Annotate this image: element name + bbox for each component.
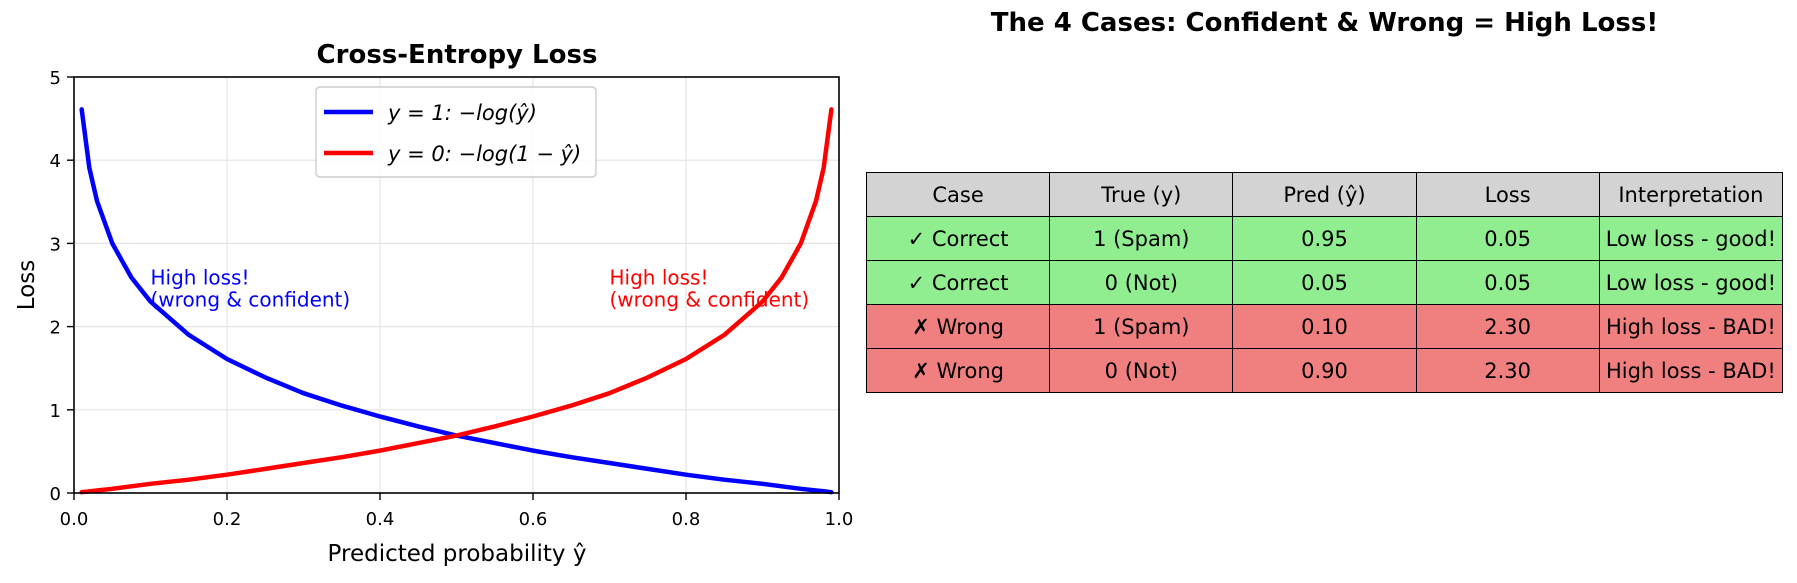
table-cell: 0.90 — [1232, 348, 1417, 393]
legend: y = 1: −log(ŷ) y = 0: −log(1 − ŷ) — [315, 86, 597, 178]
cases-table: Case True (y) Pred (ŷ) Loss Interpretation ✓… — [865, 172, 1784, 393]
table-cell: High loss - BAD! — [1598, 304, 1784, 349]
chart-title: Cross-Entropy Loss — [317, 40, 598, 70]
table-cell: 0 (Not) — [1049, 348, 1234, 393]
y-tick-label: 0 — [50, 484, 61, 505]
table-cell: High loss - BAD! — [1598, 348, 1784, 393]
y-tick-label: 1 — [50, 401, 61, 422]
table-cell: 0 (Not) — [1049, 260, 1234, 305]
y-tick-label: 5 — [50, 68, 61, 89]
table-cell: 0.10 — [1232, 304, 1417, 349]
table-row: ✓ Correct 1 (Spam) 0.95 0.05 Low loss - good… — [865, 216, 1784, 261]
table-header-cell: Pred (ŷ) — [1232, 172, 1417, 217]
x-tick-label: 1.0 — [825, 509, 854, 530]
table-cell: ✓ Correct — [865, 216, 1051, 261]
table-cell: 2.30 — [1415, 348, 1600, 393]
annotation-text: (wrong & confident) — [151, 288, 351, 312]
table-cell: 0.05 — [1415, 216, 1600, 261]
table-cell: 0.05 — [1415, 260, 1600, 305]
x-tick-label: 0.8 — [672, 509, 701, 530]
table-cell: 1 (Spam) — [1049, 304, 1234, 349]
table-row: ✗ Wrong 0 (Not) 0.90 2.30 High loss - BAD! — [865, 348, 1784, 393]
table-header-cell: Interpretation — [1598, 172, 1784, 217]
plot-frame — [73, 76, 840, 494]
table-cell: ✓ Correct — [865, 260, 1051, 305]
series-line-1 — [79, 107, 834, 495]
table-row: ✓ Correct 0 (Not) 0.05 0.05 Low loss - good! — [865, 260, 1784, 305]
table-body: ✓ Correct 1 (Spam) 0.95 0.05 Low loss - good… — [865, 216, 1784, 393]
x-tick-label: 0.6 — [519, 509, 548, 530]
table-cell: Low loss - good! — [1598, 260, 1784, 305]
y-tick-label: 2 — [50, 318, 61, 339]
table-header-cell: Case — [865, 172, 1051, 217]
annotation-text: (wrong & confident) — [610, 288, 810, 312]
x-axis-label: Predicted probability ŷ — [328, 541, 587, 567]
table-header-cell: Loss — [1415, 172, 1600, 217]
x-tick-label: 0.2 — [213, 509, 242, 530]
y-tick-label: 4 — [50, 151, 61, 172]
x-tick-label: 0.0 — [60, 509, 89, 530]
axis-ticks: 0.0 0.2 0.4 0.6 0.8 1.0 0 1 2 3 4 5 — [50, 68, 854, 530]
annotation-text: High loss! — [151, 266, 250, 290]
annotations: High loss!(wrong & confident)High loss!(… — [151, 266, 810, 312]
table-title: The 4 Cases: Confident & Wrong = High Lo… — [990, 8, 1659, 38]
series-layer — [79, 107, 834, 495]
legend-label-y0: y = 0: −log(1 − ŷ) — [387, 142, 581, 166]
table-cell: 0.95 — [1232, 216, 1417, 261]
y-axis-label: Loss — [14, 260, 40, 310]
table-row: ✗ Wrong 1 (Spam) 0.10 2.30 High loss - BAD! — [865, 304, 1784, 349]
table-cell: Low loss - good! — [1598, 216, 1784, 261]
y-tick-label: 3 — [50, 234, 61, 255]
table-header-cell: True (y) — [1049, 172, 1234, 217]
legend-box — [315, 86, 597, 178]
x-tick-label: 0.4 — [366, 509, 395, 530]
table-cell: 1 (Spam) — [1049, 216, 1234, 261]
table-header-row: Case True (y) Pred (ŷ) Loss Interpretation — [865, 172, 1784, 217]
table-cell: 2.30 — [1415, 304, 1600, 349]
annotation-text: High loss! — [610, 266, 709, 290]
cases-table-wrapper: Case True (y) Pred (ŷ) Loss Interpretation ✓… — [865, 172, 1784, 393]
table-cell: ✗ Wrong — [865, 348, 1051, 393]
legend-label-y1: y = 1: −log(ŷ) — [387, 101, 537, 125]
table-cell: 0.05 — [1232, 260, 1417, 305]
table-cell: ✗ Wrong — [865, 304, 1051, 349]
